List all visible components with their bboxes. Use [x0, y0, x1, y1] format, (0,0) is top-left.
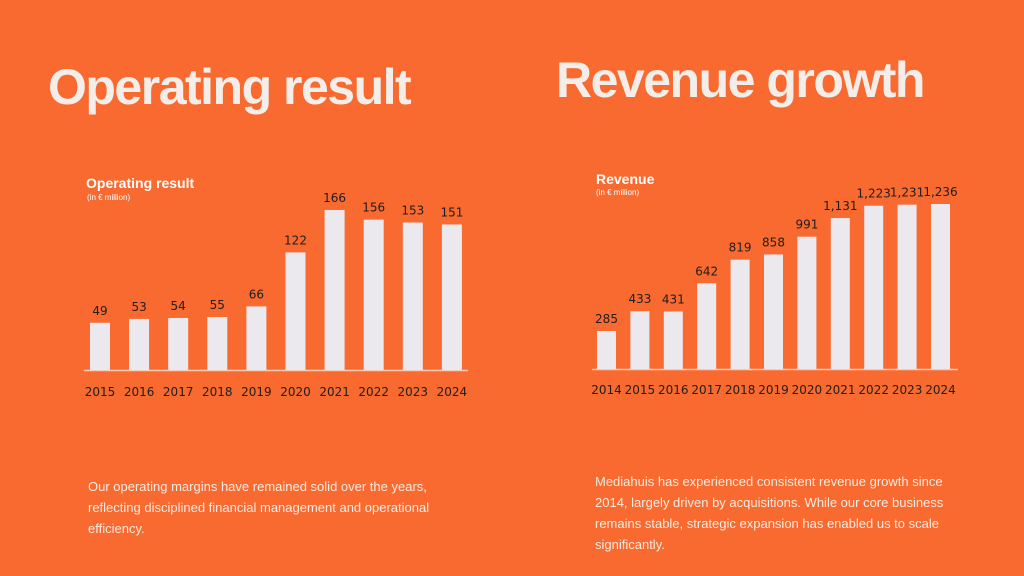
- operating-bar-2024: [441, 224, 462, 370]
- operating-bar-2017: [168, 317, 189, 370]
- revenue-value-label-2024: 1,236: [923, 185, 957, 199]
- revenue-category-label-2024: 2024: [925, 383, 956, 397]
- operating-bar-2023: [402, 222, 423, 370]
- revenue-category-label-2021: 2021: [825, 383, 856, 397]
- operating-value-label-2020: 122: [284, 233, 307, 247]
- operating-category-label-2022: 2022: [358, 385, 389, 399]
- revenue-description: Mediahuis has experienced consistent rev…: [595, 474, 944, 552]
- revenue-value-label-2018: 819: [729, 241, 752, 255]
- revenue-chart-title: Revenue: [596, 171, 655, 187]
- operating-category-label-2016: 2016: [124, 385, 155, 399]
- revenue-value-label-2023: 1,231: [890, 186, 924, 200]
- revenue-bar-2023: [897, 204, 917, 369]
- revenue-bar-2022: [864, 205, 884, 369]
- operating-category-label-2024: 2024: [437, 385, 468, 399]
- revenue-value-label-2020: 991: [795, 218, 818, 232]
- revenue-category-label-2020: 2020: [792, 383, 823, 397]
- operating-category-label-2020: 2020: [280, 385, 311, 399]
- revenue-bar-2016: [663, 311, 683, 369]
- revenue-value-label-2014: 285: [595, 312, 618, 326]
- operating-category-label-2023: 2023: [398, 385, 429, 399]
- revenue-value-label-2017: 642: [695, 264, 718, 278]
- operating-value-label-2022: 156: [362, 201, 385, 215]
- revenue-category-label-2018: 2018: [725, 383, 756, 397]
- revenue-category-label-2017: 2017: [691, 383, 722, 397]
- revenue-value-label-2016: 431: [662, 292, 685, 306]
- operating-value-label-2015: 49: [92, 304, 107, 318]
- revenue-bar-2015: [630, 311, 650, 369]
- revenue-category-label-2022: 2022: [858, 383, 889, 397]
- operating-category-label-2021: 2021: [319, 385, 350, 399]
- operating-result-description: Our operating margins have remained soli…: [88, 479, 430, 536]
- operating-bar-2018: [207, 316, 228, 370]
- operating-value-label-2016: 53: [131, 300, 146, 314]
- operating-bar-2021: [324, 210, 345, 370]
- operating-category-label-2018: 2018: [202, 385, 233, 399]
- operating-bar-2022: [363, 219, 384, 370]
- revenue-bar-2018: [730, 259, 750, 369]
- revenue-value-label-2015: 433: [628, 292, 651, 306]
- revenue-bar-2017: [697, 283, 717, 369]
- revenue-growth-heading: Revenue growth: [556, 52, 925, 108]
- operating-bar-2015: [90, 322, 110, 370]
- revenue-category-label-2023: 2023: [892, 383, 923, 397]
- operating-value-label-2021: 166: [323, 191, 346, 205]
- operating-bar-2020: [285, 252, 306, 370]
- operating-value-label-2024: 151: [440, 205, 463, 219]
- revenue-value-label-2021: 1,131: [823, 199, 857, 213]
- revenue-bar-2014: [597, 330, 616, 369]
- operating-value-label-2019: 66: [249, 287, 264, 301]
- revenue-category-label-2019: 2019: [758, 383, 789, 397]
- operating-value-label-2017: 54: [171, 299, 186, 313]
- operating-chart-unit: (in € million): [87, 193, 131, 202]
- revenue-value-label-2022: 1,223: [857, 187, 891, 201]
- revenue-category-label-2014: 2014: [591, 383, 622, 397]
- revenue-bar-2021: [830, 218, 850, 369]
- operating-bar-2016: [129, 318, 150, 370]
- revenue-bar-2024: [931, 204, 950, 369]
- operating-value-label-2018: 55: [210, 298, 225, 312]
- operating-category-label-2015: 2015: [85, 385, 116, 399]
- revenue-chart-unit: (in € million): [596, 188, 640, 197]
- operating-result-heading: Operating result: [48, 59, 412, 115]
- revenue-value-label-2019: 858: [762, 235, 785, 249]
- revenue-category-label-2015: 2015: [625, 383, 656, 397]
- revenue-category-label-2016: 2016: [658, 383, 689, 397]
- operating-chart-title: Operating result: [86, 175, 195, 191]
- operating-bar-2019: [246, 306, 267, 370]
- operating-category-label-2017: 2017: [163, 385, 194, 399]
- operating-value-label-2023: 153: [401, 204, 424, 218]
- operating-category-label-2019: 2019: [241, 385, 272, 399]
- revenue-bar-2019: [764, 254, 783, 369]
- revenue-bar-2020: [797, 236, 817, 369]
